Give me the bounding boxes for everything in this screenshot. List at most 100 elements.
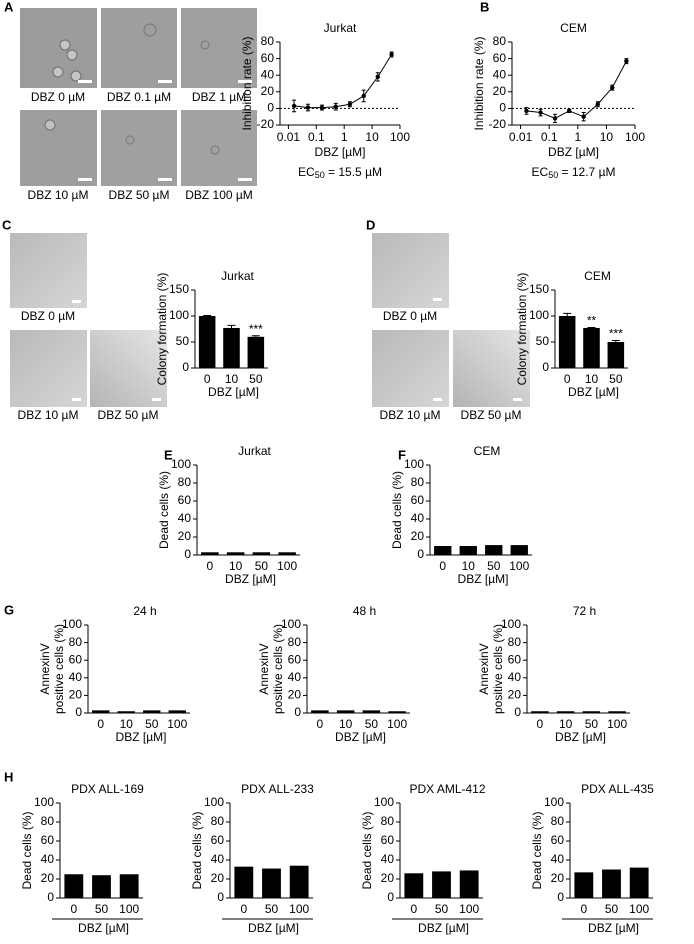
y-tick-label: 0 <box>294 705 301 719</box>
y-axis-label: positive cells (%) <box>491 624 505 714</box>
annotation-subscript: 50 <box>548 170 558 180</box>
x-tick-label: 0 <box>240 902 247 916</box>
chart: PDX ALL-435 Dead cells (%) 0 20 40 60 80 100 0 50… <box>530 782 654 935</box>
y-tick-label: 80 <box>211 814 225 828</box>
y-tick-label: 60 <box>411 493 425 507</box>
y-tick-label: 80 <box>381 814 395 828</box>
bar <box>117 711 135 713</box>
x-axis-label: DBZ [µM] <box>248 921 299 935</box>
annotation: EC50 = 15.5 µM <box>298 165 382 180</box>
y-tick-label: 100 <box>281 617 301 631</box>
data-point <box>319 105 325 110</box>
bar <box>168 710 186 713</box>
micrograph-caption: DBZ 10 µM <box>18 408 79 422</box>
y-tick-label: 0 <box>514 705 521 719</box>
bar <box>362 710 381 713</box>
bar <box>558 316 576 368</box>
x-axis-label: DBZ [µM] <box>116 730 167 744</box>
bar <box>574 872 594 898</box>
y-tick-label: 80 <box>508 635 522 649</box>
y-tick-label: 0 <box>184 547 191 561</box>
scale-bar <box>238 80 252 83</box>
y-tick-label: 150 <box>169 282 189 296</box>
y-tick-label: 100 <box>374 795 394 809</box>
micrograph <box>101 8 177 88</box>
chart-title: Jurkat <box>238 444 271 458</box>
x-tick-label: 50 <box>605 902 619 916</box>
bar <box>434 546 452 555</box>
data-point <box>291 103 297 109</box>
y-tick-label: 100 <box>171 457 191 471</box>
y-axis-label: AnnexinV <box>477 643 491 694</box>
y-tick-label: 20 <box>508 688 522 702</box>
y-tick-label: 80 <box>69 635 83 649</box>
chart-title: CEM <box>474 444 501 458</box>
scale-bar <box>72 300 81 303</box>
data-point <box>333 104 339 109</box>
x-axis-label: DBZ [µM] <box>458 572 509 586</box>
x-tick-label: 10 <box>365 130 379 144</box>
y-tick-label: 20 <box>381 871 395 885</box>
y-tick-label: 60 <box>381 833 395 847</box>
scale-bar <box>158 80 172 83</box>
panel-label: B <box>480 0 489 14</box>
y-tick-label: 0 <box>499 101 506 115</box>
x-tick-label: 50 <box>365 717 379 731</box>
scale-bar <box>78 80 92 83</box>
x-tick-label: 100 <box>387 717 407 731</box>
micrograph <box>90 330 167 407</box>
x-tick-label: 0 <box>97 717 104 731</box>
bar <box>485 545 503 555</box>
chart-title: 48 h <box>353 604 376 618</box>
micrograph-caption: DBZ 1 µM <box>192 90 246 104</box>
y-tick-label: 100 <box>529 308 549 322</box>
chart-title: PDX AML-412 <box>409 782 485 796</box>
x-tick-label: 50 <box>265 902 279 916</box>
micrograph-caption: DBZ 50 µM <box>461 408 522 422</box>
y-tick-label: 80 <box>178 475 192 489</box>
scale-bar <box>78 178 92 181</box>
x-tick-label: 0 <box>537 717 544 731</box>
y-axis-label: Colony formation (%) <box>155 273 169 386</box>
x-tick-label: 10 <box>229 559 243 573</box>
bar <box>234 866 254 898</box>
y-tick-label: 0 <box>47 890 54 904</box>
y-tick-label: 40 <box>551 852 565 866</box>
micrograph-caption: DBZ 100 µM <box>185 188 253 202</box>
bar <box>119 874 139 898</box>
data-point <box>624 58 629 64</box>
chart-title: CEM <box>560 21 587 35</box>
x-axis-label: DBZ [µM] <box>418 921 469 935</box>
chart-title: PDX ALL-169 <box>71 782 144 796</box>
x-tick-label: 10 <box>585 372 599 386</box>
bar <box>92 710 110 713</box>
x-tick-label: 100 <box>629 902 649 916</box>
bar <box>459 546 477 555</box>
bar <box>92 875 111 898</box>
x-tick-label: 100 <box>167 717 187 731</box>
y-tick-label: 40 <box>493 67 507 81</box>
y-tick-label: 40 <box>381 852 395 866</box>
y-axis-label: Dead cells (%) <box>390 471 404 549</box>
x-tick-label: 50 <box>487 559 501 573</box>
x-tick-label: 100 <box>607 717 627 731</box>
y-tick-label: 60 <box>288 652 302 666</box>
panel-label: D <box>366 217 375 232</box>
bar <box>459 870 479 898</box>
y-tick-label: 0 <box>75 705 82 719</box>
micrograph-caption: DBZ 0 µM <box>383 309 437 323</box>
x-axis-label: DBZ [µM] <box>78 921 129 935</box>
curve <box>294 54 393 109</box>
micrographs-d: DBZ 0 µM DBZ 10 µM DBZ 50 µM <box>372 233 530 422</box>
chart: PDX ALL-233 Dead cells (%) 0 20 40 60 80 100 0 50… <box>190 782 314 935</box>
micrograph <box>10 330 87 407</box>
data-point <box>361 93 366 99</box>
data-point <box>581 114 586 119</box>
scale-bar <box>72 398 81 401</box>
x-axis-label: DBZ [µM] <box>548 145 599 159</box>
y-tick-label: 50 <box>176 334 190 348</box>
bar <box>404 873 424 898</box>
x-tick-label: 0.1 <box>308 130 325 144</box>
bar <box>289 865 309 898</box>
micrograph-caption: DBZ 50 µM <box>98 408 159 422</box>
